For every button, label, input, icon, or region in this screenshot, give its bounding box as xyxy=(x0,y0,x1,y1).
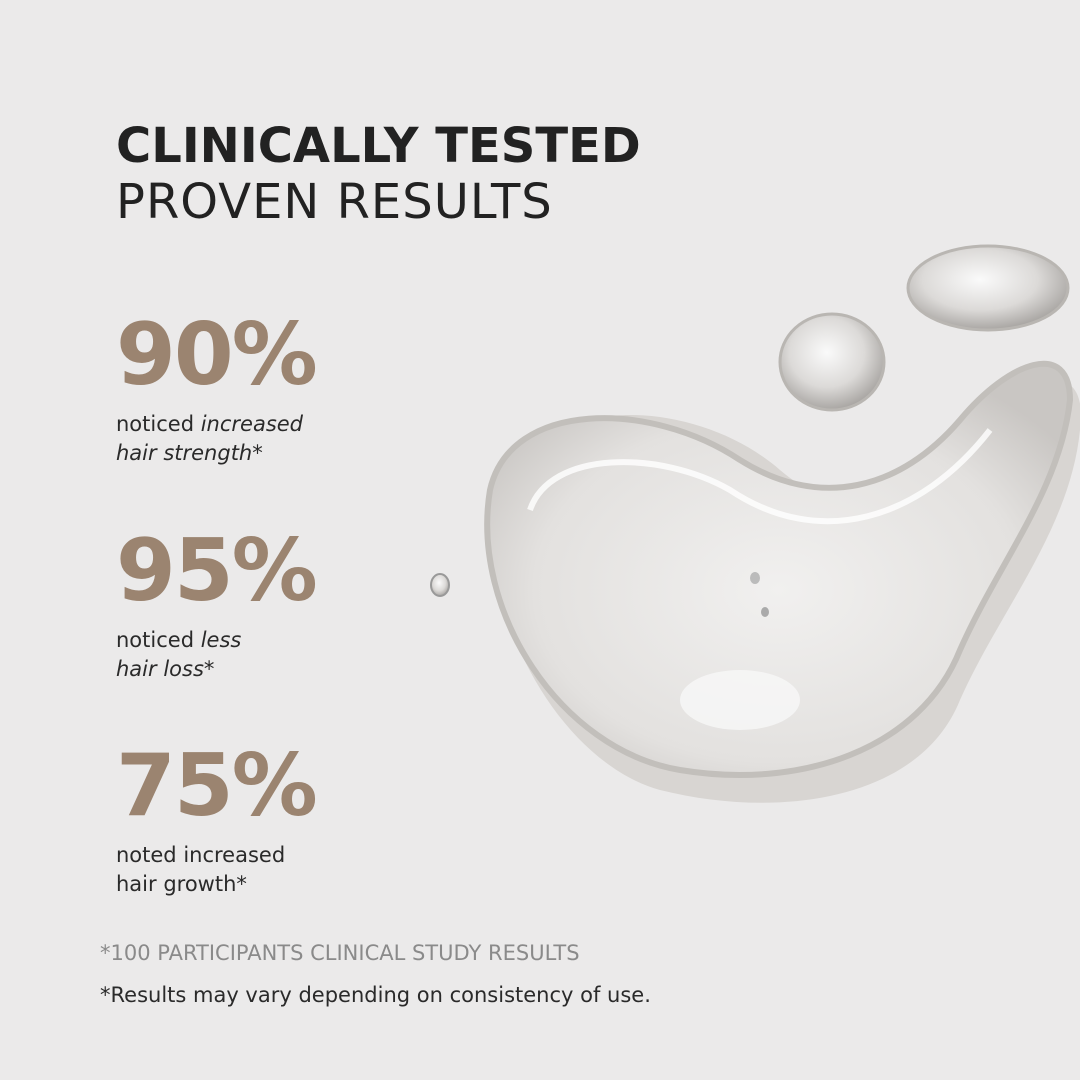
desc-emphasis: less xyxy=(200,628,242,652)
disclaimer-footnote: *Results may vary depending on consisten… xyxy=(100,983,651,1007)
stat-hair-loss: 95% noticed less hair loss* xyxy=(116,521,318,684)
gel-blob xyxy=(484,360,1074,778)
stat-value: 75% xyxy=(116,736,318,836)
desc-text: noted increased xyxy=(116,843,286,867)
stat-description: noted increased hair growth* xyxy=(116,841,316,899)
headline-line2: PROVEN RESULTS xyxy=(116,174,553,230)
stat-description: noticed less hair loss* xyxy=(116,626,316,684)
stat-value: 95% xyxy=(116,521,318,621)
desc-text: noticed xyxy=(116,628,201,652)
desc-line2: hair loss* xyxy=(116,657,215,681)
gel-droplet xyxy=(430,573,450,597)
stat-value: 90% xyxy=(116,305,318,405)
stat-strength: 90% noticed increased hair strength* xyxy=(116,305,318,468)
desc-line2: hair strength* xyxy=(116,441,263,465)
stat-growth: 75% noted increased hair growth* xyxy=(116,736,318,899)
study-footnote: *100 PARTICIPANTS CLINICAL STUDY RESULTS xyxy=(100,941,580,965)
desc-emphasis: increased xyxy=(200,412,304,436)
gel-droplet xyxy=(906,244,1070,332)
headline-line1: CLINICALLY TESTED xyxy=(116,118,641,174)
gel-droplets-image xyxy=(430,244,1080,803)
stat-description: noticed increased hair strength* xyxy=(116,410,316,468)
gel-droplet xyxy=(778,312,886,412)
desc-text: noticed xyxy=(116,412,201,436)
desc-line2: hair growth* xyxy=(116,872,247,896)
